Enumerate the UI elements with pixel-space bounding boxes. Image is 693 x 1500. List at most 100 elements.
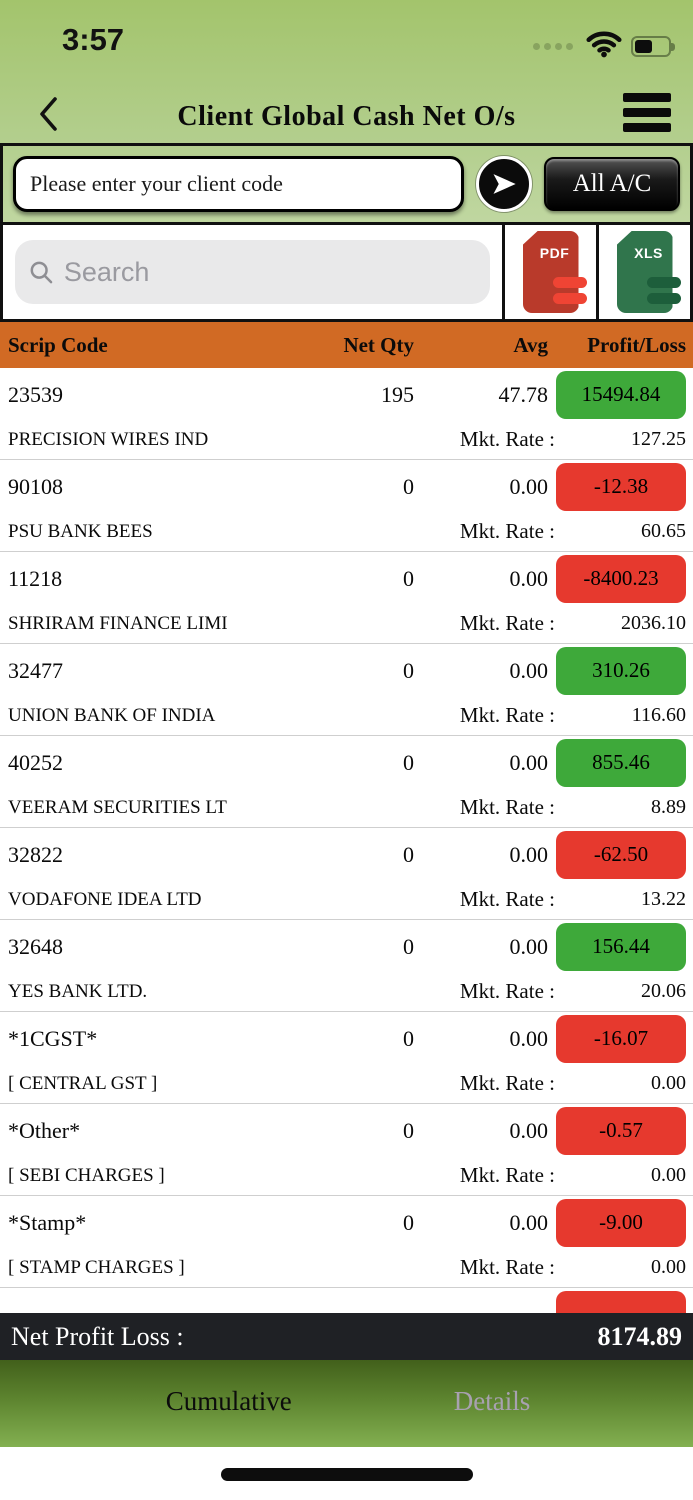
scrip-name: [ CENTRAL GST ] (8, 1072, 158, 1094)
hamburger-menu-icon[interactable] (623, 93, 671, 132)
scrip-name: VODAFONE IDEA LTD (8, 888, 202, 910)
send-icon (493, 174, 516, 194)
export-xls-button[interactable]: XLS (596, 225, 690, 319)
back-button[interactable] (38, 94, 68, 134)
mkt-rate-label: Mkt. Rate : (459, 1071, 555, 1095)
mkt-rate-label: Mkt. Rate : (459, 519, 555, 543)
table-row[interactable]: 32477 0 0.00 310.26 UNION BANK OF INDIA … (0, 644, 693, 736)
client-code-input[interactable] (13, 156, 464, 212)
net-profit-loss-value: 8174.89 (597, 1321, 683, 1351)
avg-price: 0.00 (509, 749, 549, 775)
net-qty: 0 (403, 1209, 414, 1235)
table-row[interactable]: 40252 0 0.00 855.46 VEERAM SECURITIES LT… (0, 736, 693, 828)
table-row[interactable]: 11218 0 0.00 -8400.23 SHRIRAM FINANCE LI… (0, 552, 693, 644)
table-row[interactable]: *Stamp* 0 0.00 -9.00 [ STAMP CHARGES ] M… (0, 1196, 693, 1288)
mkt-rate-label: Mkt. Rate : (459, 795, 555, 819)
column-profit-loss: Profit/Loss (587, 332, 686, 357)
mkt-rate-label: Mkt. Rate : (459, 703, 555, 727)
mkt-rate-label: Mkt. Rate : (459, 427, 555, 451)
profit-loss-badge: -0.57 (556, 1106, 686, 1155)
tab-details[interactable]: Details (453, 1385, 531, 1416)
client-code-section: All A/C (0, 143, 693, 225)
export-pdf-button[interactable]: PDF (502, 225, 596, 319)
bottom-tab-bar: Cumulative Details (0, 1360, 693, 1447)
scrip-name: UNION BANK OF INDIA (8, 704, 216, 726)
scrip-name: PSU BANK BEES (8, 520, 153, 542)
table-row[interactable]: *Other* 0 0.00 -0.57 [ SEBI CHARGES ] Mk… (0, 1104, 693, 1196)
table-row[interactable] (0, 1288, 693, 1313)
mkt-rate-value: 0.00 (651, 1072, 686, 1094)
table-row[interactable]: 23539 195 47.78 15494.84 PRECISION WIRES… (0, 368, 693, 460)
mkt-rate-label: Mkt. Rate : (459, 611, 555, 635)
bottom-safe-area (0, 1447, 693, 1500)
table-row[interactable]: 32822 0 0.00 -62.50 VODAFONE IDEA LTD Mk… (0, 828, 693, 920)
wifi-icon (586, 30, 622, 63)
table-body[interactable]: 23539 195 47.78 15494.84 PRECISION WIRES… (0, 368, 693, 1313)
table-row[interactable]: *1CGST* 0 0.00 -16.07 [ CENTRAL GST ] Mk… (0, 1012, 693, 1104)
mkt-rate-value: 60.65 (641, 520, 686, 542)
all-accounts-button[interactable]: All A/C (544, 157, 680, 211)
scrip-code: 32822 (8, 841, 63, 867)
net-qty: 0 (403, 841, 414, 867)
scrip-name: SHRIRAM FINANCE LIMI (8, 612, 228, 634)
avg-price: 0.00 (509, 1025, 549, 1051)
scrip-code: 32648 (8, 933, 63, 959)
avg-price: 0.00 (509, 1209, 549, 1235)
mkt-rate-value: 0.00 (651, 1164, 686, 1186)
avg-price: 0.00 (509, 473, 549, 499)
app-header: Client Global Cash Net O/s (0, 90, 693, 143)
column-net-qty: Net Qty (343, 332, 414, 357)
table-header: Scrip Code Net Qty Avg Profit/Loss (0, 322, 693, 368)
mkt-rate-value: 13.22 (641, 888, 686, 910)
tab-cumulative[interactable]: Cumulative (165, 1385, 292, 1416)
status-icons (533, 30, 675, 63)
status-bar: 3:57 (0, 0, 693, 90)
search-field[interactable] (15, 240, 490, 304)
scrip-name: VEERAM SECURITIES LT (8, 796, 227, 818)
net-profit-loss-bar: Net Profit Loss : 8174.89 (0, 1313, 693, 1360)
profit-loss-badge: -12.38 (556, 462, 686, 511)
table-row[interactable]: 90108 0 0.00 -12.38 PSU BANK BEES Mkt. R… (0, 460, 693, 552)
mkt-rate-label: Mkt. Rate : (459, 1255, 555, 1279)
xls-file-icon: XLS (616, 231, 681, 313)
profit-loss-badge: 310.26 (556, 646, 686, 695)
column-scrip-code: Scrip Code (8, 332, 108, 357)
scrip-code: 32477 (8, 657, 63, 683)
net-qty: 0 (403, 1117, 414, 1143)
net-qty: 0 (403, 749, 414, 775)
profit-loss-badge (556, 1290, 686, 1313)
mkt-rate-label: Mkt. Rate : (459, 887, 555, 911)
search-input[interactable] (63, 256, 476, 288)
column-avg: Avg (513, 332, 548, 357)
net-qty: 0 (403, 1025, 414, 1051)
scrip-name: YES BANK LTD. (8, 980, 148, 1002)
net-qty: 0 (403, 657, 414, 683)
mkt-rate-value: 116.60 (631, 704, 686, 726)
scrip-code: 11218 (8, 565, 63, 591)
home-indicator[interactable] (220, 1468, 473, 1481)
scrip-code: 90108 (8, 473, 63, 499)
profit-loss-badge: -9.00 (556, 1198, 686, 1247)
mkt-rate-value: 127.25 (631, 428, 686, 450)
mkt-rate-value: 8.89 (651, 796, 686, 818)
scrip-name: [ SEBI CHARGES ] (8, 1164, 165, 1186)
scrip-name: [ STAMP CHARGES ] (8, 1256, 185, 1278)
mkt-rate-value: 2036.10 (621, 612, 686, 634)
net-qty: 0 (403, 565, 414, 591)
battery-icon (631, 36, 675, 57)
search-export-toolbar: PDF XLS (0, 225, 693, 322)
avg-price: 0.00 (509, 657, 549, 683)
profit-loss-badge: -16.07 (556, 1014, 686, 1063)
profit-loss-badge: 15494.84 (556, 370, 686, 419)
status-time: 3:57 (62, 22, 125, 57)
top-green-zone: 3:57 Client Global Cash Net O/s (0, 0, 693, 225)
profit-loss-badge: -8400.23 (556, 554, 686, 603)
table-row[interactable]: 32648 0 0.00 156.44 YES BANK LTD. Mkt. R… (0, 920, 693, 1012)
scrip-code: 23539 (8, 381, 63, 407)
avg-price: 0.00 (509, 933, 549, 959)
scrip-code: *Stamp* (8, 1209, 87, 1235)
submit-client-code-button[interactable] (476, 156, 532, 212)
avg-price: 47.78 (498, 381, 549, 407)
net-qty: 0 (403, 933, 414, 959)
page-title: Client Global Cash Net O/s (177, 100, 516, 132)
